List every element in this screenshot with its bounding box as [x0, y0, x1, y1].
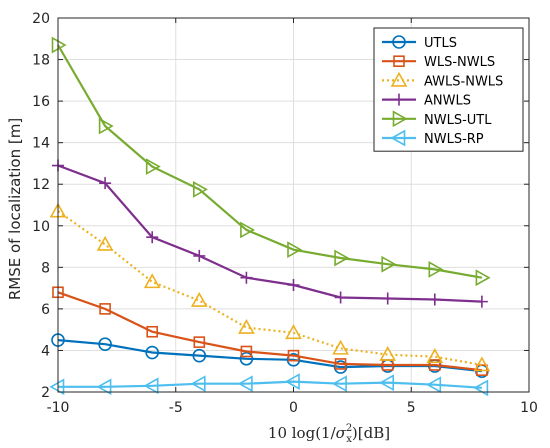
data-point-anwls: [146, 231, 159, 244]
data-point-awls-nwls: [379, 345, 397, 361]
y-axis-label: RMSE of localization [m]: [6, 118, 24, 300]
legend-label-utls: UTLS: [424, 36, 457, 51]
data-point-anwls: [428, 293, 441, 306]
data-point-nwls-utl: [381, 255, 397, 273]
data-point-utls: [98, 337, 112, 352]
data-point-nwls-utl: [51, 36, 67, 54]
series-wls-nwls: [52, 286, 488, 376]
legend-label-nwls-utl: NWLS-UTL: [424, 113, 492, 128]
data-point-nwls-rp: [237, 375, 253, 393]
y-tick-label: 18: [32, 53, 50, 69]
data-point-nwls-rp: [379, 374, 395, 392]
data-point-nwls-rp: [473, 379, 489, 397]
data-point-awls-nwls: [96, 235, 114, 251]
data-point-anwls: [381, 292, 394, 305]
legend-label-awls-nwls: AWLS-NWLS: [424, 74, 503, 89]
x-axis-label: 10 log(1/σ2 x)[dB]: [268, 423, 390, 445]
data-point-nwls-rp: [331, 375, 347, 393]
data-point-anwls: [334, 291, 347, 304]
data-point-nwls-utl: [240, 221, 256, 239]
data-point-awls-nwls: [332, 339, 349, 355]
data-point-anwls: [193, 249, 206, 262]
data-point-utls: [333, 360, 348, 374]
y-tick-label: 12: [32, 177, 50, 193]
data-point-nwls-utl: [145, 158, 161, 175]
data-point-utls: [145, 345, 159, 360]
tick-labels: -10 -5 0 5 10 2 4 6 8 10 12 14 16 18 20: [32, 11, 538, 416]
data-point-wls-nwls: [287, 349, 300, 362]
series-awls-nwls: [49, 202, 491, 372]
legend: UTLS WLS-NWLS AWLS-NWLS ANWLS NWLS-UTL NWLS-R…: [373, 27, 524, 152]
data-point-nwls-rp: [49, 378, 65, 396]
y-tick-label: 8: [41, 260, 50, 276]
x-axis-label-prefix: 10 log(1/: [268, 424, 337, 442]
data-point-awls-nwls: [285, 324, 302, 340]
data-point-nwls-utl: [334, 249, 350, 267]
data-point-awls-nwls: [143, 273, 161, 289]
data-point-nwls-utl: [287, 241, 303, 259]
legend-label-nwls-rp: NWLS-RP: [424, 132, 484, 147]
legend-marker-wls-nwls: [393, 55, 405, 68]
data-point-wls-nwls: [146, 325, 158, 338]
data-point-wls-nwls: [428, 359, 441, 371]
x-tick-label: 0: [289, 400, 298, 416]
data-point-wls-nwls: [99, 303, 111, 315]
data-point-nwls-utl: [428, 261, 444, 278]
x-axis-label-subscript: x: [346, 434, 352, 445]
data-point-nwls-rp: [143, 377, 159, 395]
legend-marker-awls-nwls: [390, 71, 408, 87]
data-point-nwls-rp: [426, 376, 442, 394]
y-tick-label: 4: [41, 343, 50, 359]
y-tick-label: 10: [32, 219, 50, 235]
series-line-nwls-utl: [57, 44, 483, 279]
x-tick-label: 10: [520, 400, 538, 416]
y-tick-label: 2: [41, 385, 50, 401]
y-tick-label: 14: [32, 136, 50, 152]
data-point-awls-nwls: [426, 348, 444, 363]
data-point-wls-nwls: [334, 358, 347, 370]
data-point-anwls: [99, 177, 112, 190]
y-tick-label: 16: [32, 94, 50, 110]
data-point-anwls: [475, 295, 488, 308]
legend-marker-nwls-rp: [390, 129, 406, 147]
series-line-anwls: [57, 164, 482, 303]
legend-marker-utls: [392, 35, 406, 49]
x-axis-label-suffix: )[dB]: [352, 424, 390, 442]
data-point-utls: [192, 348, 207, 363]
data-point-wls-nwls: [240, 345, 253, 358]
x-axis-label-exponent: 2: [346, 423, 352, 434]
legend-marker-nwls-utl: [392, 110, 408, 128]
series-layer: [49, 36, 491, 397]
data-point-nwls-utl: [475, 269, 491, 287]
y-tick-label: 20: [32, 11, 50, 27]
series-nwls-utl: [51, 36, 491, 287]
data-point-anwls: [287, 278, 300, 291]
x-tick-label: 5: [407, 400, 416, 416]
x-axis-label-sigma: σ: [336, 424, 347, 442]
data-point-wls-nwls: [193, 336, 206, 348]
data-point-awls-nwls: [190, 291, 208, 307]
data-point-awls-nwls: [238, 318, 255, 334]
legend-label-anwls: ANWLS: [424, 94, 471, 109]
legend-label-wls-nwls: WLS-NWLS: [424, 55, 495, 70]
series-line-awls-nwls: [57, 210, 483, 367]
series-line-wls-nwls: [57, 291, 483, 372]
axes: [57, 17, 530, 393]
data-point-nwls-utl: [193, 181, 208, 198]
legend-marker-anwls: [393, 93, 405, 106]
data-point-utls: [286, 352, 301, 367]
x-tick-label: -5: [169, 400, 183, 416]
data-point-nwls-rp: [190, 375, 206, 393]
data-point-utls: [239, 351, 254, 366]
x-tick-label: -10: [47, 400, 70, 416]
series-nwls-rp: [49, 373, 489, 397]
data-point-awls-nwls: [473, 356, 491, 372]
data-point-nwls-rp: [284, 373, 300, 390]
data-point-nwls-rp: [96, 378, 112, 396]
y-tick-label: 6: [41, 302, 50, 318]
series-line-nwls-rp: [58, 380, 482, 389]
data-point-nwls-utl: [98, 117, 114, 135]
data-point-anwls: [240, 271, 253, 284]
